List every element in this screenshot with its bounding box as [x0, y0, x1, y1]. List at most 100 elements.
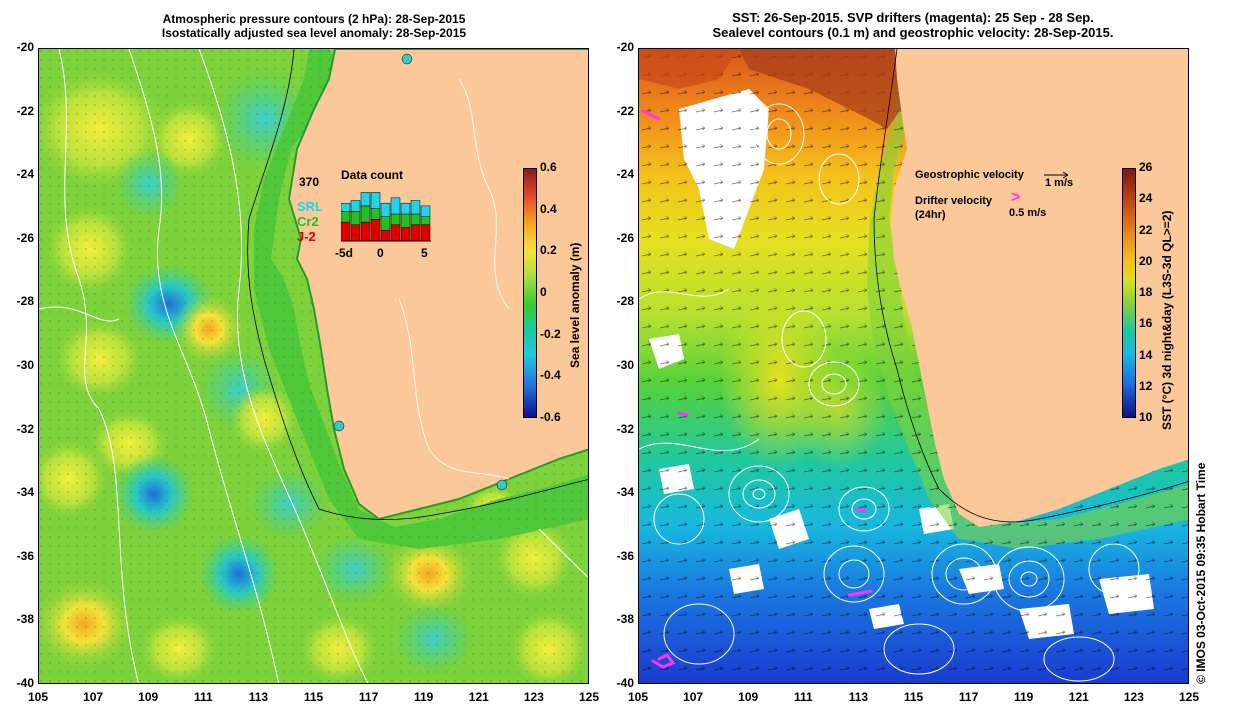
- data-count-title: Data count: [341, 168, 404, 182]
- y-axis-tick-label: -30: [16, 358, 34, 372]
- y-axis-tick-label: -34: [616, 485, 634, 500]
- data-count-bar-segment: [380, 229, 391, 242]
- x-axis-tick-label: 117: [958, 690, 979, 704]
- x-axis-tick-label: 107: [83, 690, 104, 704]
- data-count-bar-segment: [400, 213, 411, 228]
- y-axis-tick-label: -28: [16, 294, 34, 309]
- data-count-bar-segment: [400, 227, 411, 242]
- sea-level-colorbar-title: Sea level anomaly (m): [568, 242, 582, 368]
- data-count-bar-segment: [350, 200, 361, 212]
- imos-credit: © IMOS 03-Oct-2015 09:35 Hobart Time: [1194, 462, 1208, 684]
- colorbar-tick-label: 14: [1139, 347, 1153, 362]
- x-axis-tick-label: 105: [627, 690, 649, 704]
- x-axis-tick-label: 109: [138, 690, 159, 704]
- data-count-legend-item: SRL: [297, 199, 323, 214]
- data-count-bar-segment: [400, 202, 411, 215]
- x-axis-tick-label: 105: [27, 690, 49, 704]
- y-axis-tick-label: -28: [616, 294, 634, 309]
- colorbar-tick-label: 24: [1139, 191, 1153, 206]
- y-axis-tick-label: -26: [16, 230, 34, 245]
- data-count-bar-segment: [350, 211, 361, 226]
- sst-colorbar: [1122, 168, 1136, 418]
- x-axis-tick-label: 115: [903, 690, 924, 704]
- geostrophic-scale-label: 1 m/s: [1045, 177, 1074, 189]
- left-map-title: Atmospheric pressure contours (2 hPa): 2…: [40, 12, 588, 40]
- x-axis-tick-label: 115: [303, 690, 324, 704]
- data-count-bar-segment: [341, 221, 351, 242]
- colorbar-tick-label: 20: [1139, 253, 1153, 268]
- y-axis-tick-label: -30: [616, 358, 634, 372]
- colorbar-tick-label: 12: [1139, 378, 1153, 393]
- colorbar-tick-label: 18: [1139, 285, 1153, 299]
- x-axis-tick-label: 113: [248, 690, 269, 704]
- drifter-scale-glyph: >: [1011, 189, 1021, 206]
- x-axis-tick-label: 111: [793, 690, 813, 704]
- x-axis-tick-label: 121: [1068, 690, 1089, 704]
- x-axis-tick-label: 119: [1014, 690, 1034, 704]
- y-axis-tick-label: -34: [16, 485, 34, 500]
- data-count-bar-segment: [420, 205, 431, 217]
- colorbar-tick-label: 22: [1139, 222, 1153, 237]
- data-count-bar-segment: [370, 219, 381, 242]
- x-axis-tick-label: 119: [414, 690, 434, 704]
- data-count-legend-item: J-2: [297, 229, 316, 244]
- colorbar-tick-label: 16: [1139, 316, 1153, 331]
- data-count-bar-segment: [350, 224, 361, 242]
- colorbar-tick-label: 26: [1139, 160, 1153, 174]
- colorbar-tick-label: -0.6: [540, 410, 561, 424]
- data-count-bar-segment: [410, 200, 421, 215]
- data-count-bar-segment: [341, 202, 351, 212]
- x-axis-tick-label: 113: [848, 690, 869, 704]
- data-count-x-tick: 5: [421, 246, 428, 260]
- x-axis-tick-label: 123: [523, 690, 544, 704]
- x-axis-tick-label: 107: [683, 690, 704, 704]
- colorbar-tick-label: 10: [1139, 410, 1153, 424]
- geostrophic-velocity-label: Geostrophic velocity: [915, 169, 1024, 181]
- y-axis-tick-label: -40: [16, 676, 34, 690]
- x-axis-tick-label: 111: [193, 690, 213, 704]
- colorbar-tick-label: 0: [540, 285, 547, 299]
- colorbar-tick-label: -0.2: [540, 326, 561, 341]
- y-axis-tick-label: -38: [616, 612, 634, 627]
- left-title-line2: Isostatically adjusted sea level anomaly…: [161, 26, 467, 40]
- x-axis-tick-label: 117: [358, 690, 379, 704]
- data-count-bar-segment: [410, 213, 421, 226]
- sst-map-canvas: [639, 49, 1188, 683]
- y-axis-tick-label: -20: [16, 40, 34, 54]
- x-axis-tick-label: 121: [468, 690, 489, 704]
- geostrophic-scale-arrow: [1044, 171, 1069, 179]
- colorbar-tick-label: 0.6: [540, 160, 557, 174]
- y-axis-tick-label: -32: [16, 421, 34, 436]
- data-count-bar-segment: [380, 202, 391, 217]
- sea-level-anomaly-map: Data count 370 SRL Cr2 J-2 -5d 0 5: [38, 48, 589, 684]
- data-count-x-tick: -5d: [335, 246, 353, 260]
- x-axis-tick-label: 123: [1123, 690, 1144, 704]
- right-map-title: SST: 26-Sep-2015. SVP drifters (magenta)…: [638, 10, 1188, 40]
- right-title-line1: SST: 26-Sep-2015. SVP drifters (magenta)…: [732, 10, 1094, 25]
- data-count-bar-segment: [390, 224, 401, 242]
- y-axis-tick-label: -22: [16, 103, 34, 118]
- drifter-velocity-sublabel: (24hr): [915, 209, 946, 221]
- data-count-x-tick: 0: [377, 246, 384, 260]
- y-axis-tick-label: -36: [16, 548, 34, 563]
- left-title-line1: Atmospheric pressure contours (2 hPa): 2…: [162, 12, 466, 26]
- sst-colorbar-title: SST (°C) 3d night&day (L3S-3d QL>=2): [1160, 210, 1174, 431]
- colorbar-tick-label: 0.4: [540, 201, 557, 216]
- y-axis-tick-label: -26: [616, 230, 634, 245]
- data-count-bar-segment: [420, 216, 431, 226]
- sea-level-map-canvas: [39, 49, 588, 683]
- data-count-bar-segment: [341, 211, 351, 223]
- data-count-bar-segment: [390, 197, 401, 215]
- sea-level-colorbar: [523, 168, 537, 418]
- data-count-bar-segment: [420, 224, 431, 242]
- data-count-bar-segment: [360, 221, 371, 242]
- y-axis-tick-label: -40: [616, 676, 634, 690]
- data-count-bar-segment: [390, 213, 401, 226]
- data-count-bars: [341, 192, 431, 242]
- colorbar-tick-label: 0.2: [540, 243, 557, 258]
- y-axis-tick-label: -24: [616, 167, 634, 182]
- data-count-inset: Data count 370 SRL Cr2 J-2 -5d 0 5: [297, 167, 457, 267]
- data-count-legend-item: Cr2: [297, 214, 319, 229]
- sst-map: Geostrophic velocity 1 m/s Drifter veloc…: [638, 48, 1189, 684]
- data-count-bar-segment: [360, 192, 371, 207]
